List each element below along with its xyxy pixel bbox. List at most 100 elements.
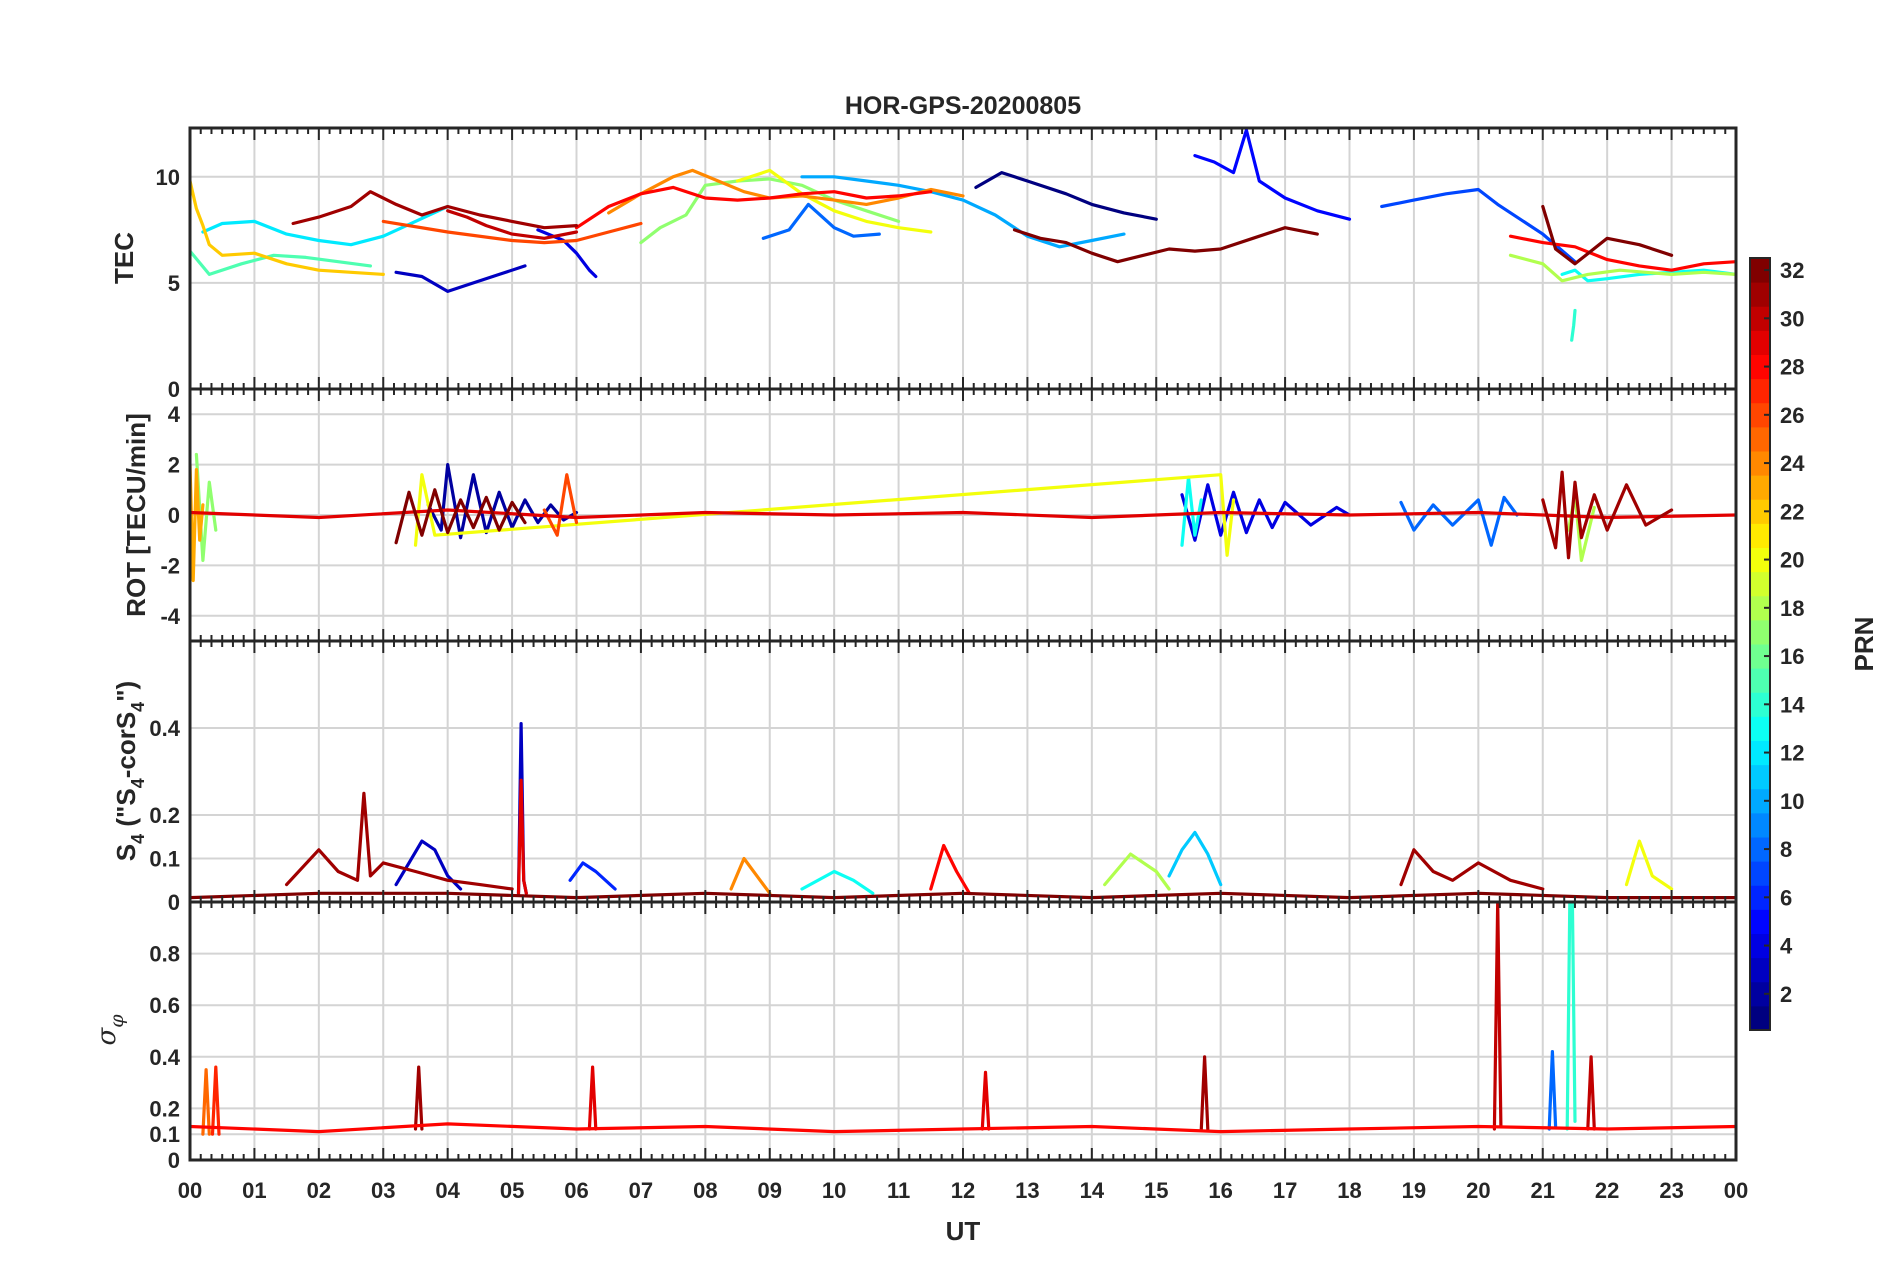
x-tick-label: 21	[1531, 1178, 1555, 1203]
s4-series-prn-28	[929, 843, 972, 895]
sigma_phi-ytick-label: 0.2	[149, 1096, 180, 1121]
chart-title: HOR-GPS-20200805	[845, 92, 1081, 120]
s4-y-label: S4 ("S4-corS4")	[111, 681, 148, 861]
sigma-phi-y-label: σφ	[92, 1014, 128, 1046]
colorbar-segment	[1750, 619, 1770, 645]
colorbar-segment	[1750, 306, 1770, 331]
tec-series-prn-7	[1380, 187, 1577, 264]
colorbar-segment	[1750, 258, 1770, 283]
colorbar-tick-label: 14	[1780, 692, 1805, 717]
rot-series-prn-29	[190, 508, 1736, 520]
colorbar-segment	[1750, 885, 1770, 910]
sigma_phi-ytick-label: 0.1	[149, 1122, 180, 1147]
x-tick-labels: 00 01 02 03 04 05 06 07 08 09 10 11 12 13 14 15 16 17 18 19…	[178, 1178, 1748, 1203]
s4-series-prn-31	[285, 791, 514, 891]
colorbar-segment	[1750, 716, 1770, 741]
rot-ytick-label: 0	[168, 503, 180, 528]
colorbar-segment	[1750, 764, 1770, 790]
s4-series-prn-29	[516, 778, 528, 895]
tec-series-prn-32	[1012, 226, 1319, 264]
colorbar-segment	[1750, 595, 1770, 621]
tec-series-prn-18	[1508, 253, 1736, 283]
colorbar-segment	[1750, 523, 1770, 548]
tec-series-prn-28	[574, 185, 933, 230]
sigma_phi-series-prn-28	[190, 1122, 1736, 1134]
rot-series-prn-20	[413, 473, 1236, 557]
s4-series-prn-11	[1167, 830, 1223, 887]
colorbar-tick-label: 30	[1780, 306, 1804, 331]
x-tick-label: 08	[693, 1178, 717, 1203]
colorbar-segment	[1750, 1005, 1770, 1031]
x-tick-label: 01	[242, 1178, 266, 1203]
rot-series-prn-13	[1180, 475, 1203, 547]
colorbar-tick-label: 24	[1780, 451, 1805, 476]
colorbar-tick-label: 16	[1780, 644, 1804, 669]
rot-ytick-label: 4	[168, 402, 181, 427]
x-tick-label: 16	[1208, 1178, 1232, 1203]
sigma_phi-series-group	[190, 902, 1736, 1136]
sigma_phi-ytick-label: 0	[168, 1148, 180, 1173]
sigma_phi-series-prn-30	[1586, 1055, 1596, 1131]
s4-series-prn-6	[568, 861, 617, 891]
x-tick-label: 13	[1015, 1178, 1039, 1203]
frame-layer	[188, 126, 1738, 1162]
s4-series-prn-20	[1624, 839, 1674, 891]
series-layer	[190, 128, 1736, 1136]
rot-series-prn-2	[426, 463, 579, 540]
colorbar-tick-label: 8	[1780, 837, 1792, 862]
colorbar-segment	[1750, 861, 1770, 886]
tec-series-prn-5	[1193, 128, 1352, 221]
s4-ytick-label: 0.2	[149, 803, 180, 828]
colorbar-segment	[1750, 788, 1770, 814]
x-axis-label: UT	[946, 1216, 981, 1246]
tec-series-prn-14	[1570, 308, 1577, 342]
x-tick-label: 00	[178, 1178, 202, 1203]
colorbar-tick-label: 26	[1780, 403, 1804, 428]
colorbar-segment	[1750, 402, 1770, 428]
s4-series-prn-13	[800, 869, 875, 895]
tec-ytick-label: 0	[168, 377, 180, 402]
colorbar-tick-label: 32	[1780, 258, 1804, 283]
tec-y-label: TEC	[109, 232, 139, 284]
tec-series-prn-31	[291, 190, 579, 230]
x-tick-label: 18	[1337, 1178, 1361, 1203]
colorbar-segment	[1750, 378, 1770, 404]
x-tick-label: 15	[1144, 1178, 1168, 1203]
tec-series-prn-32	[1541, 204, 1674, 266]
colorbar-tick-label: 20	[1780, 548, 1804, 573]
rot-ytick-label: 2	[168, 453, 180, 478]
sigma_phi-series-prn-30	[1492, 902, 1503, 1131]
rot-ytick-label: -2	[160, 553, 180, 578]
colorbar-tick-label: 4	[1780, 934, 1793, 959]
x-tick-label: 07	[629, 1178, 653, 1203]
tec-ytick-label: 5	[168, 271, 180, 296]
rot-series-prn-26	[542, 473, 579, 537]
rot-ytick-label: -4	[160, 604, 180, 629]
colorbar-segment	[1750, 909, 1770, 934]
colorbar-segment	[1750, 957, 1770, 983]
colorbar-segment	[1750, 740, 1770, 766]
x-tick-label: 10	[822, 1178, 846, 1203]
s4-series-prn-18	[1103, 852, 1171, 891]
colorbar-tick-label: 18	[1780, 596, 1804, 621]
sigma_phi-series-prn-31	[413, 1065, 424, 1131]
colorbar-segment	[1750, 692, 1770, 717]
colorbar-segment	[1750, 354, 1770, 380]
colorbar-label: PRN	[1849, 617, 1879, 672]
s4-ytick-label: 0	[168, 890, 180, 915]
x-tick-label: 19	[1402, 1178, 1426, 1203]
x-tick-label: 14	[1080, 1178, 1105, 1203]
s4-ytick-label: 0.1	[149, 847, 180, 872]
x-tick-label: 02	[307, 1178, 331, 1203]
colorbar-tick-label: 28	[1780, 355, 1804, 380]
tec-series-prn-22	[190, 179, 385, 276]
x-tick-label: 12	[951, 1178, 975, 1203]
x-tick-label: 06	[564, 1178, 588, 1203]
colorbar-segment	[1750, 837, 1770, 862]
sigma_phi-series-prn-29	[980, 1070, 991, 1131]
x-tick-label: 04	[435, 1178, 460, 1203]
colorbar-segment	[1750, 426, 1770, 452]
